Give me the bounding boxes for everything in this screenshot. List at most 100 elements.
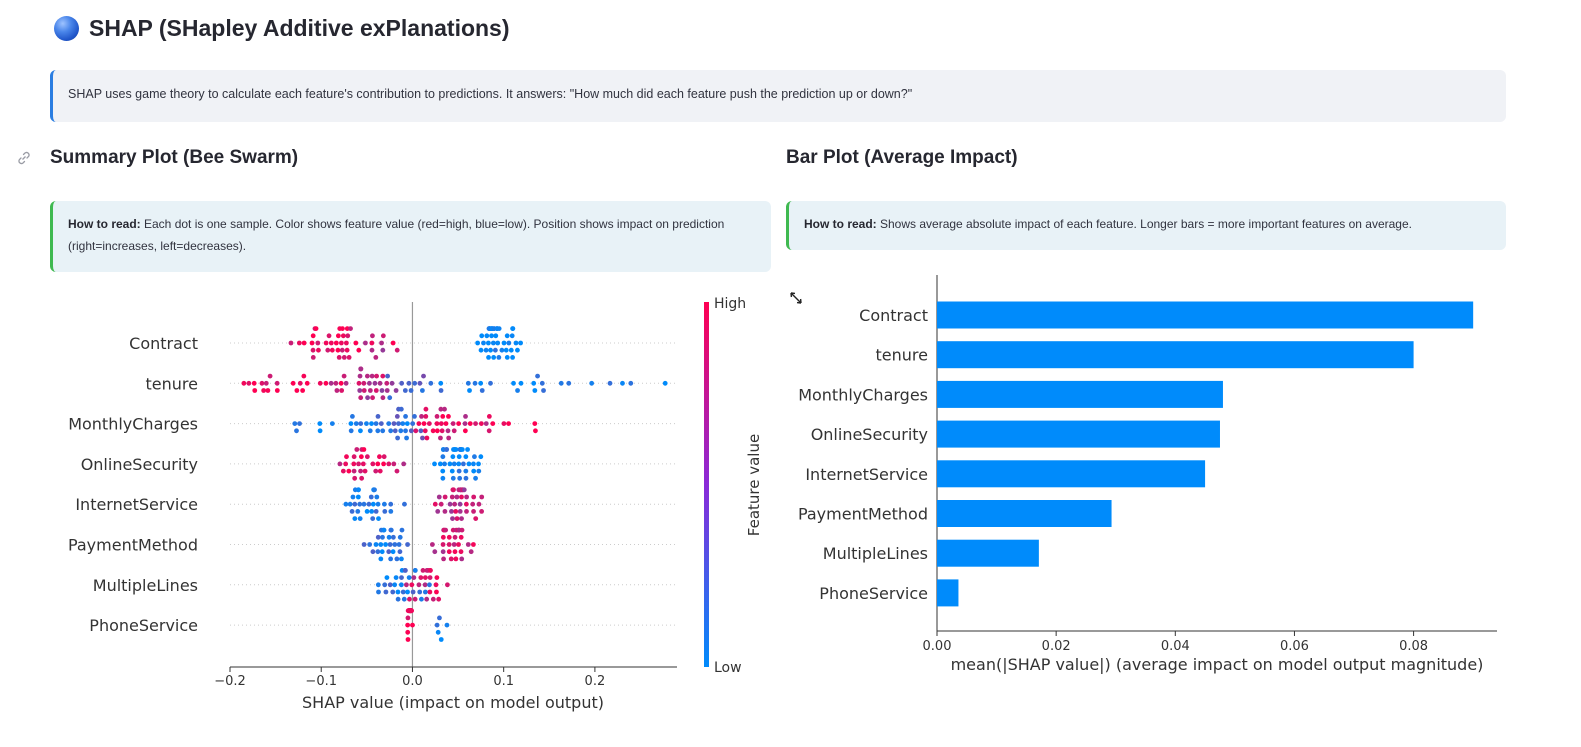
swarm-dot: [463, 454, 469, 460]
swarm-dot: [387, 395, 393, 401]
swarm-dot: [486, 414, 492, 419]
swarm-dot: [411, 575, 417, 580]
swarm-dot: [362, 468, 368, 474]
swarm-dot: [445, 582, 450, 588]
swarm-dot: [420, 568, 426, 573]
swarm-dot: [558, 380, 564, 386]
swarm-dot: [486, 428, 492, 434]
swarm-dot: [434, 414, 440, 419]
swarm-dot: [450, 516, 455, 521]
swarm-dot: [246, 380, 252, 386]
expand-icon[interactable]: [788, 290, 804, 309]
swarm-dot: [333, 380, 339, 386]
swarm-dot: [488, 347, 493, 353]
swarm-dot: [358, 421, 364, 426]
swarm-dot: [457, 509, 463, 514]
swarm-dot: [467, 421, 473, 426]
swarm-dot: [473, 421, 478, 426]
swarm-dot: [380, 395, 386, 401]
swarm-dot: [440, 542, 446, 547]
swarm-dot: [329, 347, 335, 353]
swarm-dot: [390, 549, 396, 555]
swarm-dot: [389, 380, 395, 386]
swarm-dot: [380, 373, 386, 379]
swarm-dot: [348, 326, 353, 331]
swarm-dot: [348, 428, 354, 434]
swarm-dot: [339, 388, 345, 393]
swarm-dot: [393, 575, 399, 580]
swarm-dot: [501, 421, 507, 426]
swarm-dot: [446, 549, 452, 555]
swarm-dot: [403, 414, 408, 419]
swarm-dot: [390, 534, 396, 540]
swarm-dot: [390, 589, 396, 595]
swarm-dot: [377, 380, 383, 386]
swarm-dot: [438, 406, 444, 412]
link-icon[interactable]: [16, 150, 34, 168]
swarm-dot: [358, 428, 363, 434]
swarm-dot: [373, 509, 379, 514]
how-to-read-text: Shows average absolute impact of each fe…: [876, 217, 1412, 231]
swarm-dot: [440, 475, 446, 481]
swarm-dot: [490, 421, 496, 426]
swarm-dot: [460, 461, 466, 467]
swarm-dot: [449, 509, 454, 514]
swarm-dot: [336, 355, 342, 360]
swarm-dot: [436, 596, 442, 602]
bar-plot-title: Bar Plot (Average Impact): [786, 147, 1018, 168]
swarm-dot: [343, 340, 349, 346]
swarm-dot: [410, 589, 416, 595]
x-tick-label: 0.06: [1280, 639, 1309, 654]
swarm-dot: [412, 414, 417, 419]
swarm-dot: [369, 421, 374, 426]
swarm-dot: [438, 388, 444, 393]
swarm-dot: [391, 421, 397, 426]
swarm-dot: [471, 468, 477, 474]
swarm-dot: [361, 388, 367, 393]
swarm-dot: [434, 428, 440, 434]
swarm-dot: [372, 487, 377, 493]
swarm-dot: [341, 373, 347, 379]
swarm-dot: [450, 454, 456, 460]
swarm-dot: [391, 461, 397, 467]
swarm-dot: [457, 475, 463, 481]
x-tick-label: 0.0: [402, 674, 423, 689]
swarm-dot: [374, 373, 379, 379]
swarm-dot: [476, 461, 481, 467]
swarm-dot: [357, 388, 363, 393]
swarm-dot: [443, 527, 449, 533]
swarm-dot: [316, 347, 321, 353]
swarm-dot: [351, 461, 357, 467]
swarm-dot: [252, 388, 258, 393]
swarm-dot: [447, 461, 453, 467]
swarm-dot: [381, 501, 387, 507]
swarm-dot: [388, 501, 394, 507]
bar-category-label: tenure: [876, 346, 928, 365]
swarm-dot: [463, 414, 468, 419]
swarm-dot: [292, 421, 298, 426]
swarm-dot: [338, 340, 344, 346]
swarm-dot: [429, 542, 435, 547]
swarm-dot: [439, 428, 445, 434]
swarm-dot: [489, 333, 494, 339]
swarm-dot: [628, 380, 634, 386]
swarm-dot: [380, 534, 385, 540]
x-tick-label: 0.04: [1161, 639, 1190, 654]
bar: [937, 539, 1039, 567]
swarm-dot: [510, 355, 515, 360]
swarm-dot: [396, 421, 401, 426]
swarm-dot: [486, 355, 491, 360]
swarm-dot: [440, 549, 446, 555]
swarm-dot: [459, 447, 465, 452]
bar: [937, 301, 1474, 329]
swarm-dot: [401, 461, 407, 467]
swarm-dot: [506, 421, 511, 426]
swarm-dot: [301, 373, 307, 379]
swarm-dot: [496, 355, 502, 360]
bar-category-label: PaymentMethod: [798, 505, 928, 524]
swarm-dot: [426, 421, 432, 426]
swarm-dot: [442, 509, 448, 514]
swarm-dot: [424, 435, 430, 441]
swarm-dot: [437, 461, 443, 467]
swarm-dot: [471, 509, 476, 514]
